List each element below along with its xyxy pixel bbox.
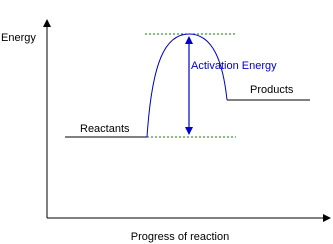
y-axis-label: Energy [1,32,36,44]
reaction-curve [146,33,228,138]
products-label: Products [250,84,294,96]
activation-label: Activation Energy [191,60,277,72]
reactants-label: Reactants [80,123,130,135]
x-axis-label: Progress of reaction [131,231,229,243]
